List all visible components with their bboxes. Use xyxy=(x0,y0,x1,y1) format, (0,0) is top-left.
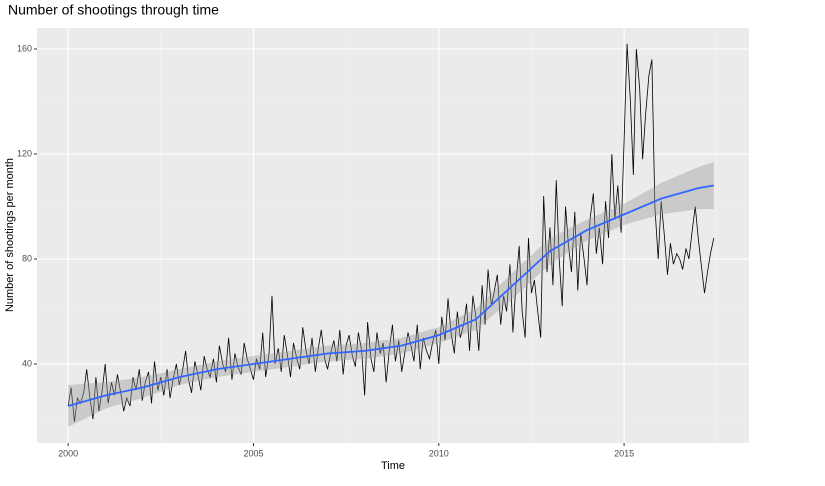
y-tick-label: 160 xyxy=(17,43,32,53)
y-tick-label: 40 xyxy=(22,358,32,368)
chart-title: Number of shootings through time xyxy=(8,2,219,18)
x-tick-label: 2005 xyxy=(243,448,263,458)
x-tick-label: 2010 xyxy=(429,448,449,458)
y-tick-label: 120 xyxy=(17,148,32,158)
x-tick-label: 2015 xyxy=(614,448,634,458)
confidence-band xyxy=(68,161,714,427)
smooth-line xyxy=(67,184,714,407)
y-tick-label: 80 xyxy=(22,253,32,263)
series-line xyxy=(67,43,715,422)
y-axis-label: Number of shootings per month xyxy=(4,158,16,312)
x-tick-label: 2000 xyxy=(58,448,78,458)
plot-layer: 40 80 120 160 2000 2005 2010 2015 xyxy=(17,28,749,458)
x-axis-label: Time xyxy=(381,460,405,472)
